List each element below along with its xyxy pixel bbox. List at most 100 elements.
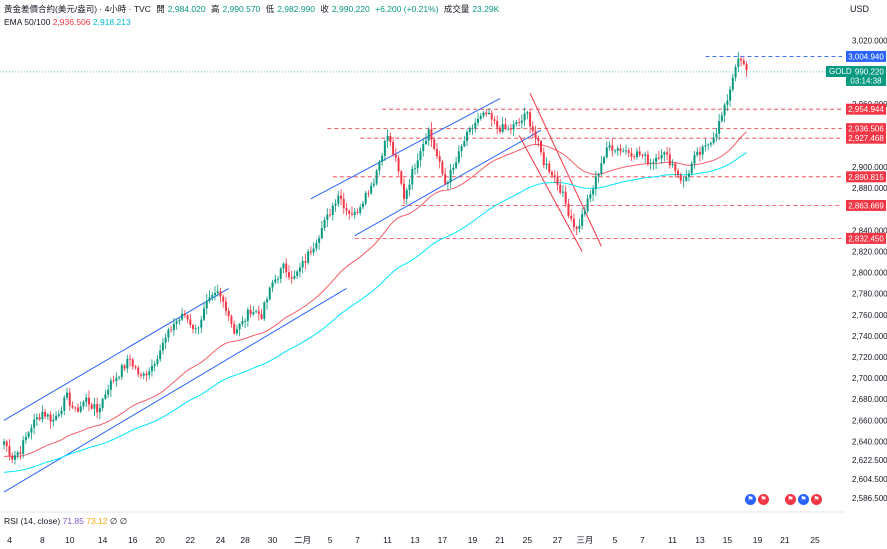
candle-body — [611, 145, 614, 151]
candle-body — [635, 151, 638, 158]
candle-body — [378, 161, 381, 171]
candle-body — [660, 154, 663, 159]
candle-body — [323, 219, 326, 228]
open-value: 2,984.020 — [167, 4, 206, 14]
candle-body — [572, 218, 575, 228]
rsi-label: RSI (14, close) — [4, 516, 61, 526]
candle-body — [452, 167, 455, 171]
candle-body — [367, 192, 370, 194]
candle-body — [109, 380, 112, 390]
rsi-legend[interactable]: RSI (14, close) 71.85 73.12 ∅ ∅ — [4, 516, 127, 527]
candle-body — [140, 374, 142, 376]
candle-body — [33, 419, 36, 428]
candle-body — [435, 148, 438, 157]
x-tick-label: 20 — [155, 535, 165, 545]
candle-body — [375, 170, 378, 184]
event-badges-a[interactable]: ⚑ ⚑ — [745, 494, 769, 505]
candle-body — [400, 171, 403, 184]
candle-body — [424, 140, 427, 145]
candle-body — [682, 180, 685, 182]
x-tick-label: 13 — [695, 535, 705, 545]
level-price-tag — [846, 232, 886, 244]
x-tick-label: 24 — [216, 535, 226, 545]
economic-event-icon[interactable]: ⚑ — [745, 494, 756, 505]
ema-lines — [3, 131, 747, 473]
candle-body — [561, 191, 564, 193]
candle-body — [74, 407, 77, 409]
x-tick-label: 25 — [810, 535, 820, 545]
level-price-label: 2,927.468 — [848, 134, 884, 143]
candle-body — [605, 147, 608, 158]
x-tick-label: 5 — [613, 535, 618, 545]
ema50-value: 2,936.506 — [52, 17, 91, 27]
candle-body — [213, 292, 216, 295]
candle-body — [41, 411, 44, 420]
candle-body — [159, 350, 162, 360]
candle-body — [389, 135, 392, 143]
candle-body — [545, 163, 548, 166]
candle-body — [737, 58, 740, 67]
x-tick-label: 14 — [98, 535, 108, 545]
x-tick-label: 19 — [753, 535, 763, 545]
candle-body — [674, 163, 677, 171]
candle-body — [200, 319, 203, 328]
candle-body — [474, 122, 477, 129]
candle-body — [252, 312, 255, 315]
y-tick-label: 2,880.000 — [852, 184, 887, 193]
symbol-title[interactable]: 黃金差價合約(美元/盎司) · 4小時 · TVC — [4, 4, 151, 14]
economic-event-icon[interactable]: ⚑ — [785, 494, 796, 505]
candle-body — [238, 323, 241, 330]
candle-body — [235, 329, 238, 334]
currency-label[interactable]: USD — [849, 4, 869, 14]
candle-body — [142, 373, 145, 376]
x-tick-label: 16 — [128, 535, 138, 545]
candle-body — [194, 328, 197, 330]
last-price-value: 2,990.220 — [848, 67, 884, 76]
candle-body — [742, 60, 745, 65]
ema-legend[interactable]: EMA 50/100 2,936.506 2,918.213 — [4, 17, 131, 27]
close-label: 收 — [320, 4, 329, 14]
candle-body — [203, 308, 206, 320]
candle-body — [183, 313, 186, 316]
x-tick-label: 30 — [268, 535, 278, 545]
open-label: 開 — [156, 4, 165, 14]
x-tick-label: 13 — [410, 535, 420, 545]
y-tick-label: 2,640.000 — [852, 437, 887, 446]
candle-body — [496, 120, 499, 128]
candle-body — [666, 152, 669, 155]
candle-body — [224, 301, 227, 311]
candle-body — [274, 279, 277, 283]
x-tick-label: 22 — [186, 535, 196, 545]
candle-body — [690, 163, 693, 174]
candle-body — [487, 112, 490, 114]
price-axis: 3,020.0002,960.0002,900.0002,880.0002,84… — [844, 0, 887, 549]
candle-body — [129, 358, 132, 360]
candle-body — [520, 120, 523, 123]
candle-body — [622, 150, 625, 152]
event-badges-b[interactable]: ⚑ ⚑ ⚑ — [785, 494, 822, 505]
candle-body — [55, 415, 58, 420]
candle-body — [630, 152, 633, 157]
candle-body — [192, 324, 195, 330]
candle-body — [685, 176, 688, 181]
candle-body — [120, 365, 123, 377]
economic-event-icon[interactable]: ⚑ — [758, 494, 769, 505]
candle-body — [471, 128, 474, 129]
candle-body — [422, 144, 425, 152]
volume-value: 23.29K — [472, 4, 500, 14]
candle-body — [559, 184, 562, 193]
economic-event-icon[interactable]: ⚑ — [798, 494, 809, 505]
x-tick-label: 21 — [495, 535, 505, 545]
candle-body — [148, 371, 151, 376]
candle-body — [49, 414, 52, 422]
level-price-label: 3,004.940 — [848, 52, 884, 61]
candle-body — [397, 157, 400, 172]
candle-body — [326, 214, 329, 220]
candle-body — [263, 302, 266, 319]
time-axis: 4 8 10 14 16 20 22 24 28 30 二月 5 7 11 13 17 19 21 25 27 三月 5 7… — [7, 535, 820, 545]
y-tick-label: 2,740.000 — [852, 332, 887, 341]
economic-event-icon[interactable]: ⚑ — [811, 494, 822, 505]
x-tick-label: 25 — [523, 535, 533, 545]
